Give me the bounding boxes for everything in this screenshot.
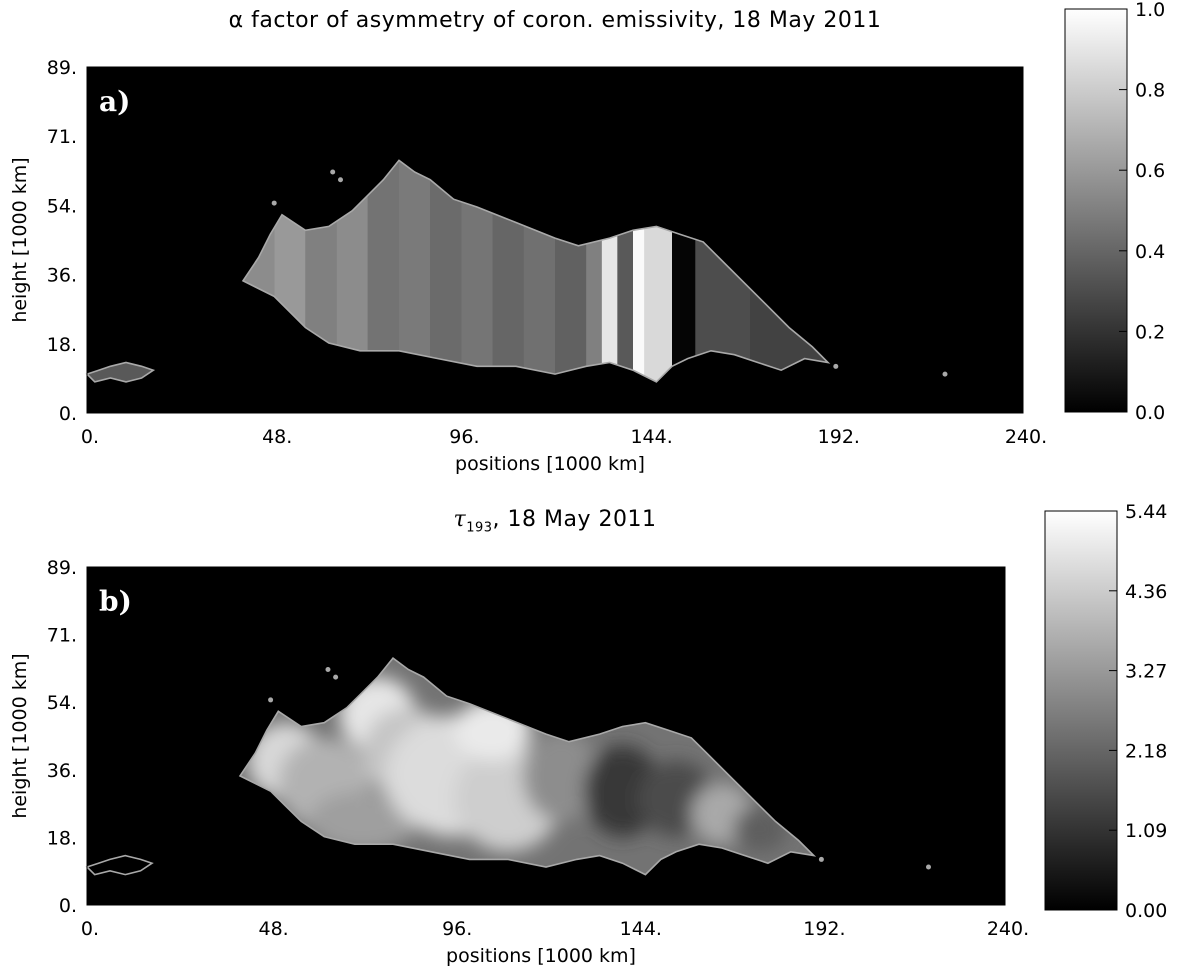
y-tick-label: 18. — [47, 334, 77, 356]
colorbar-tick-label: 5.44 — [1125, 501, 1167, 523]
y-tick-label: 0. — [59, 895, 77, 917]
scatter-point — [818, 856, 824, 862]
scatter-point — [325, 667, 331, 673]
y-tick-label: 71. — [47, 625, 77, 647]
y-tick-label: 36. — [47, 760, 77, 782]
colorbar-tick-label: 4.36 — [1125, 581, 1167, 603]
panel-label: a) — [99, 85, 130, 118]
colorbar-tick-label: 0.0 — [1135, 402, 1165, 424]
heatmap-blob — [523, 730, 600, 822]
region-contour — [238, 656, 817, 876]
y-tick-label: 54. — [47, 692, 77, 714]
colorbar-tick-label: 1.09 — [1125, 820, 1167, 842]
colorbar — [1044, 510, 1118, 911]
plot-frame — [86, 566, 1006, 906]
colorbar-tick-label: 3.27 — [1125, 661, 1167, 683]
scatter-point — [333, 674, 339, 680]
panel-b: τ193, 18 May 2011 b) 0. 48. 96. 144. 192. 240.… — [0, 487, 1200, 973]
chart-a-svg: a) 0. 48. 96. 144. 192. 240. 0. 18. 36. 54. 71. 89. p… — [9, 0, 1165, 475]
y-tick-label: 89. — [47, 557, 77, 579]
x-axis-label: positions [1000 km] — [446, 945, 636, 967]
region-contour — [241, 159, 831, 383]
title-subscript: 193 — [466, 520, 493, 536]
chart-title: α factor of asymmetry of coron. emissivi… — [228, 8, 882, 33]
colorbar-tick-label: 1.0 — [1135, 0, 1165, 21]
scatter-point — [268, 697, 274, 703]
heatmap-stripe — [633, 160, 645, 382]
scatter-point — [271, 200, 277, 206]
x-tick-label: 240. — [1005, 426, 1047, 448]
outlier-region — [85, 854, 154, 876]
chart-title: τ193, 18 May 2011 — [0, 507, 1110, 535]
colorbar-tick-label: 0.4 — [1135, 241, 1165, 263]
title-suffix: , 18 May 2011 — [492, 507, 657, 532]
y-tick-label: 36. — [47, 265, 77, 287]
colorbar-tick-label: 0.2 — [1135, 321, 1165, 343]
x-tick-label: 0. — [81, 918, 99, 940]
y-tick-label: 71. — [47, 126, 77, 148]
heatmap-stripe — [367, 160, 399, 382]
x-tick-label: 96. — [449, 426, 479, 448]
y-tick-label: 89. — [47, 57, 77, 79]
y-axis-label: height [1000 km] — [9, 653, 31, 818]
x-tick-label: 192. — [803, 918, 845, 940]
x-tick-label: 144. — [620, 918, 662, 940]
x-tick-label: 48. — [258, 918, 288, 940]
plot-frame — [86, 66, 1024, 414]
y-tick-label: 18. — [47, 827, 77, 849]
colorbar — [1064, 8, 1128, 413]
x-axis-label: positions [1000 km] — [455, 453, 645, 475]
y-tick-label: 0. — [59, 403, 77, 425]
scatter-point — [330, 169, 336, 175]
scatter-point — [833, 363, 839, 369]
colorbar-tick-label: 0.8 — [1135, 80, 1165, 102]
colorbar-tick-label: 0.00 — [1125, 900, 1167, 922]
x-tick-label: 192. — [818, 426, 860, 448]
chart-b-svg: b) 0. 48. 96. 144. 192. 240. 0. 18. 36. 54. 71. 89. p… — [9, 501, 1167, 967]
x-tick-label: 144. — [630, 426, 672, 448]
y-axis-label: height [1000 km] — [9, 157, 31, 322]
colorbar-tick-label: 2.18 — [1125, 740, 1167, 762]
x-tick-label: 240. — [987, 918, 1029, 940]
colorbar-tick-label: 0.6 — [1135, 160, 1165, 182]
blob-group — [247, 677, 787, 852]
scatter-point — [926, 864, 931, 870]
heatmap-stripe — [399, 160, 431, 382]
outlier-region — [85, 361, 156, 383]
y-tick-label: 54. — [47, 195, 77, 217]
x-tick-label: 0. — [81, 426, 99, 448]
x-tick-label: 96. — [442, 918, 472, 940]
panel-label: b) — [99, 585, 132, 618]
panel-a: α factor of asymmetry of coron. emissivi… — [0, 0, 1200, 486]
scatter-point — [942, 371, 948, 377]
title-symbol: τ — [453, 507, 467, 532]
scatter-point — [338, 177, 343, 183]
x-tick-label: 48. — [262, 426, 292, 448]
heatmap-blob — [308, 791, 416, 852]
